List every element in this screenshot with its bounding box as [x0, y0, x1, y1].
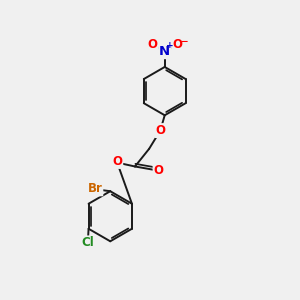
Text: O: O: [172, 38, 182, 51]
Text: Br: Br: [88, 182, 102, 195]
Text: O: O: [154, 164, 164, 176]
Text: O: O: [147, 38, 158, 51]
Text: O: O: [155, 124, 165, 137]
Text: O: O: [112, 155, 122, 168]
Text: Cl: Cl: [82, 236, 94, 249]
Text: N: N: [159, 45, 170, 58]
Text: −: −: [180, 37, 187, 46]
Text: +: +: [166, 41, 174, 50]
